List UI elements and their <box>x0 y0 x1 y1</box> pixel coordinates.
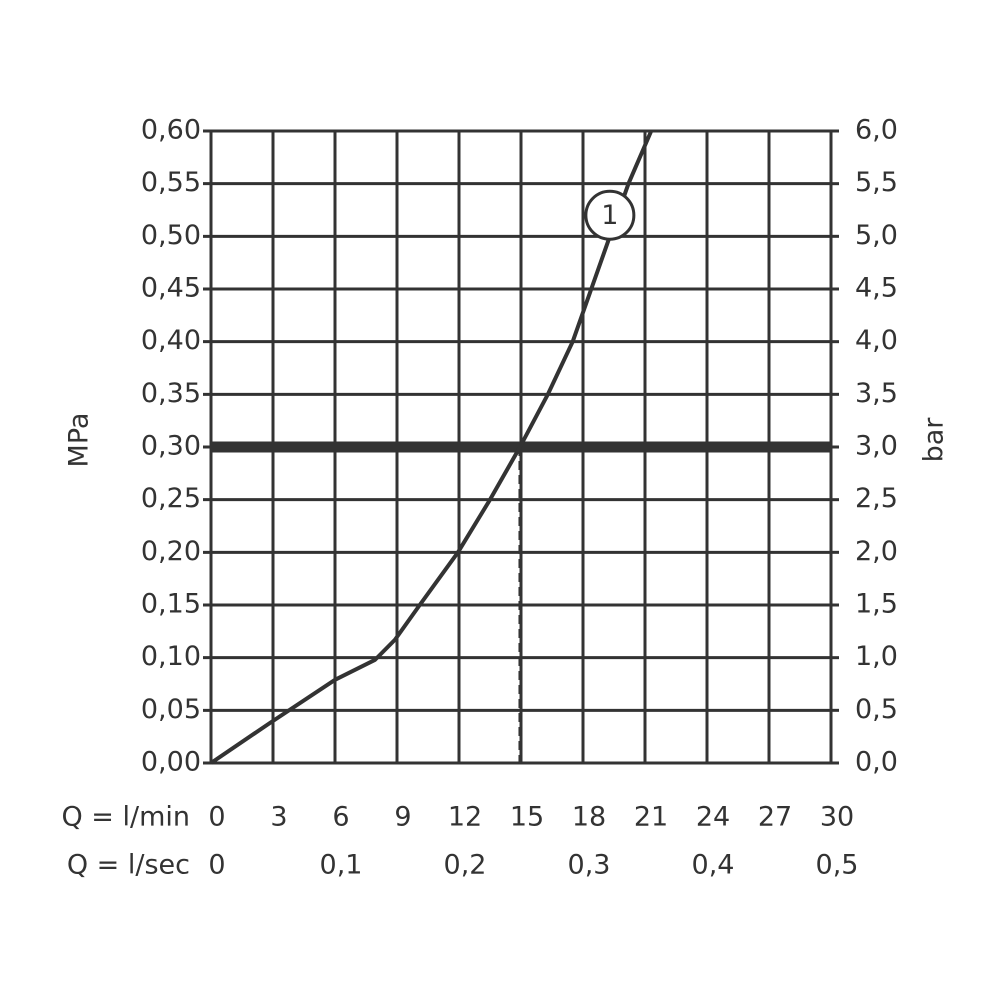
y-axis-label: MPa <box>64 413 95 468</box>
x2-tick-label: 0,1 <box>320 850 363 881</box>
y-tick-label: 0,20 <box>141 536 201 567</box>
x2-tick-label: 0,2 <box>444 850 487 881</box>
y2-tick-label: 5,5 <box>855 167 898 198</box>
x2-axis-label: Q = l/sec <box>67 850 190 881</box>
x-tick-label: 15 <box>510 802 544 833</box>
annotation: 1 <box>601 200 618 231</box>
y2-tick-label: 3,0 <box>855 431 898 462</box>
y-tick-label: 0,40 <box>141 325 201 356</box>
y-tick-label: 0,30 <box>141 431 201 462</box>
annotation-circle <box>584 189 636 241</box>
y2-tick-label: 1,5 <box>855 589 898 620</box>
x2-tick-label: 0,4 <box>692 850 735 881</box>
y2-tick-label: 1,0 <box>855 641 898 672</box>
x-tick-label: 18 <box>572 802 606 833</box>
y-tick-label: 0,60 <box>141 115 201 146</box>
y-tick-label: 0,15 <box>141 589 201 620</box>
y2-tick-label: 0,0 <box>855 747 898 778</box>
x-tick-label: 24 <box>696 802 730 833</box>
x-tick-label: 6 <box>332 802 349 833</box>
y-tick-label: 0,05 <box>141 694 201 725</box>
x2-tick-label: 0 <box>208 850 225 881</box>
y2-tick-label: 0,5 <box>855 694 898 725</box>
y-tick-label: 0,55 <box>141 167 201 198</box>
y-tick-label: 0,50 <box>141 220 201 251</box>
y2-tick-label: 5,0 <box>855 220 898 251</box>
x-tick-label: 9 <box>394 802 411 833</box>
x-tick-label: 3 <box>270 802 287 833</box>
y2-tick-label: 4,5 <box>855 273 898 304</box>
y-tick-label: 0,10 <box>141 641 201 672</box>
x-tick-label: 0 <box>208 802 225 833</box>
y2-tick-label: 3,5 <box>855 378 898 409</box>
x-tick-label: 21 <box>634 802 668 833</box>
x2-tick-label: 0,3 <box>568 850 611 881</box>
y2-tick-label: 2,0 <box>855 536 898 567</box>
y2-tick-label: 2,5 <box>855 483 898 514</box>
y-tick-label: 0,00 <box>141 747 201 778</box>
y-tick-label: 0,45 <box>141 273 201 304</box>
y2-axis-label: bar <box>919 417 950 463</box>
y2-tick-label: 6,0 <box>855 115 898 146</box>
x-axis-label: Q = l/min <box>61 802 190 833</box>
x-tick-label: 12 <box>448 802 482 833</box>
y-tick-label: 0,25 <box>141 483 201 514</box>
y2-tick-label: 4,0 <box>855 325 898 356</box>
y-tick-label: 0,35 <box>141 378 201 409</box>
x-tick-label: 30 <box>820 802 854 833</box>
x2-tick-label: 0,5 <box>816 850 859 881</box>
data-line <box>209 130 654 765</box>
x-tick-label: 27 <box>758 802 792 833</box>
